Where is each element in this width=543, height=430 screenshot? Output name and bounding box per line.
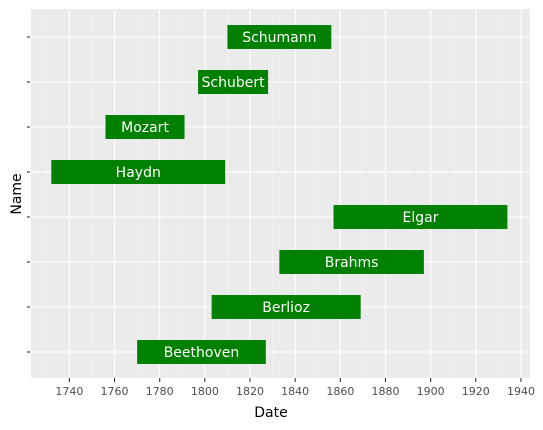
x-tick-label: 1900 — [417, 385, 445, 398]
bar-schumann — [227, 25, 332, 49]
bar-beethoven — [137, 340, 266, 364]
x-tick-label: 1920 — [462, 385, 490, 398]
bar-label-haydn: Haydn — [116, 165, 161, 181]
bar-schubert — [198, 70, 269, 94]
bar-label-schubert: Schubert — [202, 75, 266, 91]
bar-label-brahms: Brahms — [325, 255, 379, 271]
y-axis-title: Name — [9, 173, 25, 214]
x-tick-label: 1740 — [55, 385, 83, 398]
bar-elgar — [333, 205, 508, 229]
bar-haydn — [51, 160, 226, 184]
bar-label-mozart: Mozart — [121, 120, 169, 136]
minor-grid — [46, 9, 499, 378]
x-axis-ticks: 1740 1760 1780 1800 1820 1840 1860 1880 1900 1920… — [55, 378, 535, 398]
plot-panel — [31, 9, 530, 378]
x-tick-label: 1880 — [371, 385, 399, 398]
x-tick-label: 1780 — [146, 385, 174, 398]
bar-label-berlioz: Berlioz — [262, 300, 310, 316]
bar-brahms — [279, 250, 424, 274]
bar-label-schumann: Schumann — [242, 30, 316, 46]
y-axis-ticks — [27, 36, 30, 353]
bar-label-elgar: Elgar — [403, 210, 439, 226]
x-tick-label: 1800 — [191, 385, 219, 398]
x-tick-label: 1940 — [507, 385, 535, 398]
bar-label-beethoven: Beethoven — [164, 345, 240, 361]
bar-berlioz — [211, 295, 361, 319]
bars: Beethoven Berlioz Brahms Elgar Haydn Mozart Sc… — [51, 25, 508, 364]
bar-mozart — [105, 115, 185, 139]
x-tick-label: 1820 — [236, 385, 264, 398]
x-axis-title: Date — [254, 405, 287, 421]
x-tick-label: 1760 — [101, 385, 129, 398]
x-tick-label: 1860 — [326, 385, 354, 398]
x-tick-label: 1840 — [281, 385, 309, 398]
